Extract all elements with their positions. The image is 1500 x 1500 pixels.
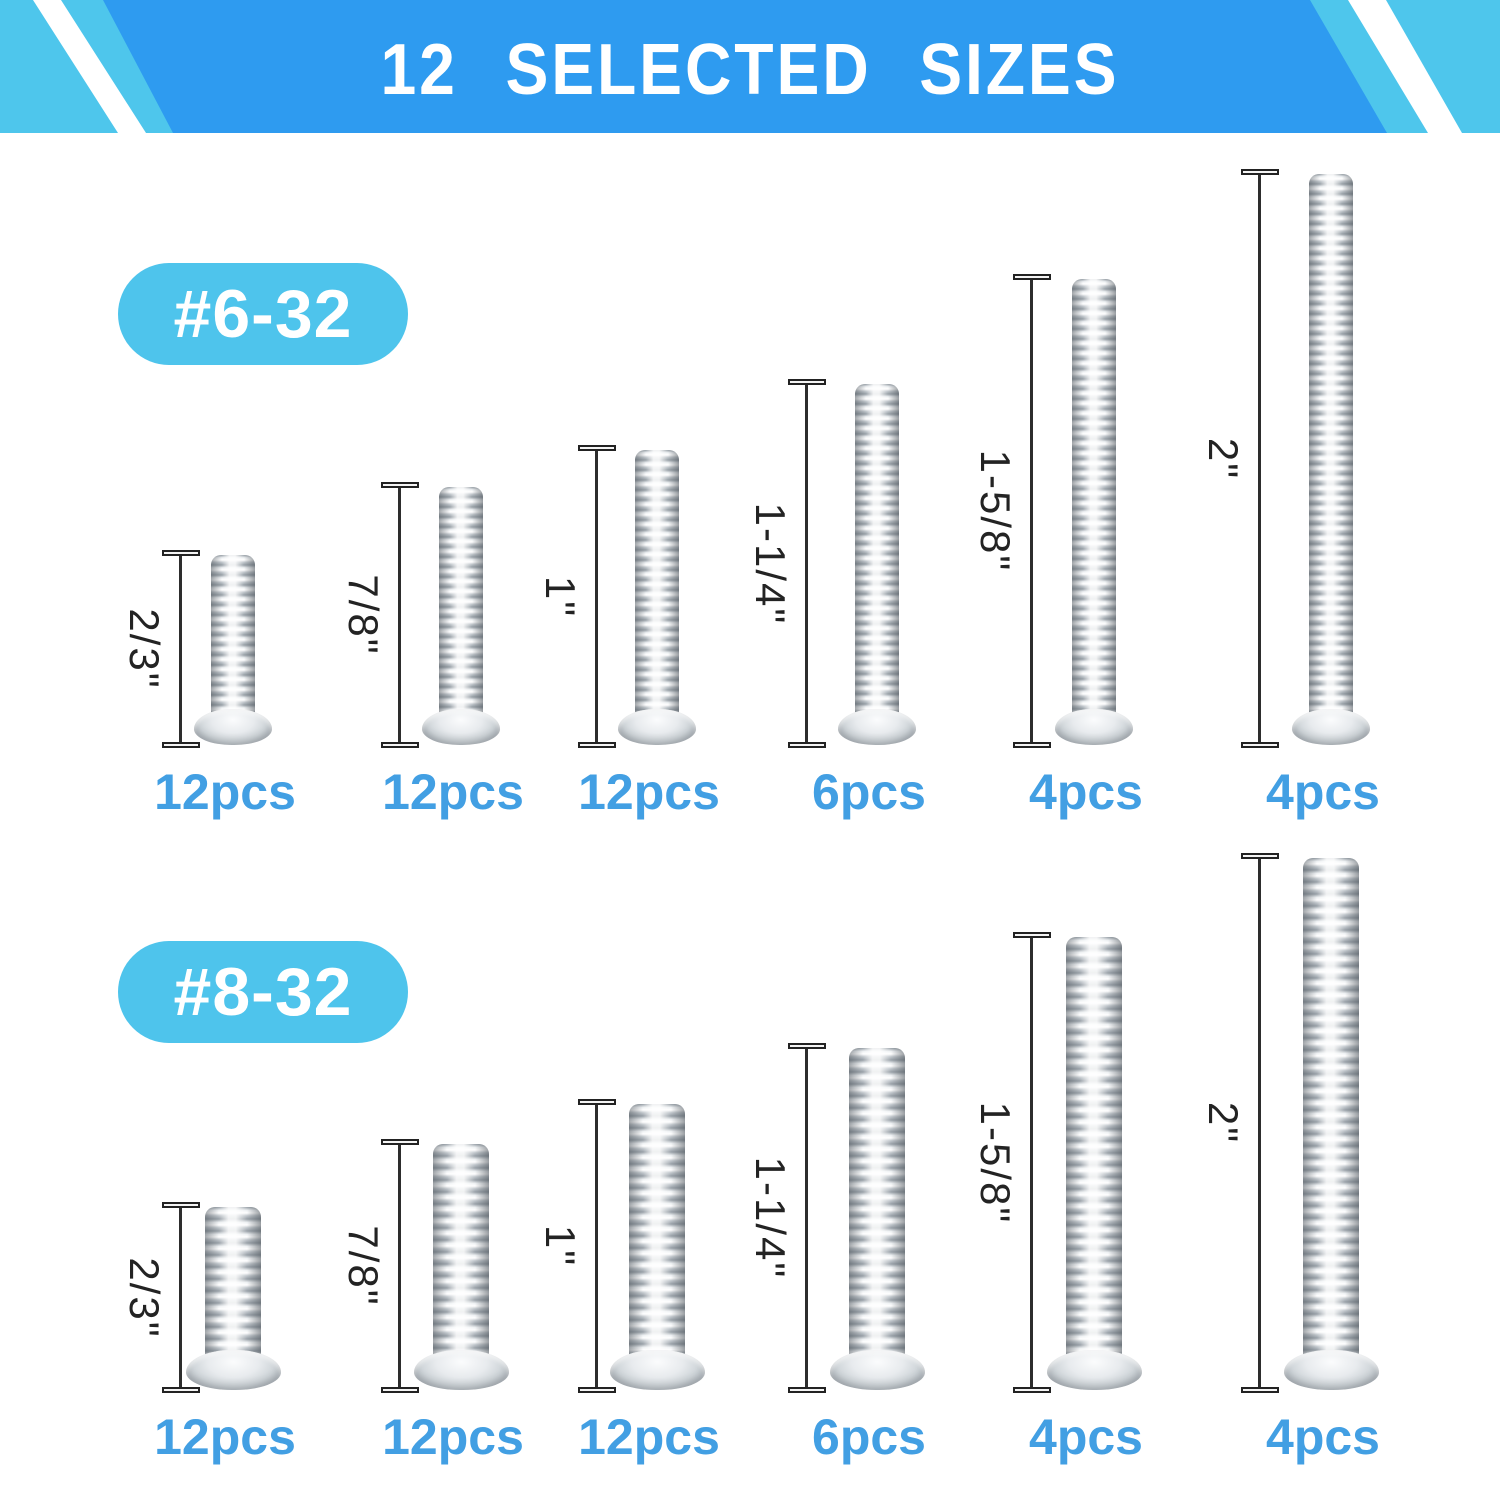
measure-cap-bottom [381, 1387, 419, 1393]
count-label: 4pcs [1266, 1409, 1380, 1465]
measure-cap-top [788, 379, 826, 385]
screw-shaft [635, 450, 679, 717]
measure-cap-bottom [162, 742, 200, 748]
screw-shaft [433, 1144, 489, 1358]
count-label: 12pcs [578, 764, 720, 820]
banner-center-panel [103, 0, 1387, 133]
screw-shaft [1072, 279, 1116, 717]
measure-cap-bottom [1013, 1387, 1051, 1393]
measure-line [398, 485, 401, 745]
count-label: 6pcs [812, 1409, 926, 1465]
count-label: 12pcs [382, 1409, 524, 1465]
screw-shaft [629, 1104, 685, 1358]
screw-head [194, 709, 272, 745]
screw-head [829, 1350, 925, 1390]
screw-shaft [211, 555, 255, 717]
banner-stripe-left [33, 0, 146, 133]
measure-line [1258, 172, 1261, 745]
measure-cap-bottom [162, 1387, 200, 1393]
measure-cap-top [162, 550, 200, 556]
measure-cap-top [1013, 274, 1051, 280]
count-label: 12pcs [154, 764, 296, 820]
count-label: 12pcs [578, 1409, 720, 1465]
measure-line [1258, 856, 1261, 1390]
measure-cap-bottom [1013, 742, 1051, 748]
page-title: 12 SELECTED SIZES [380, 29, 1120, 111]
screw-head [422, 709, 500, 745]
measure-line [398, 1142, 401, 1390]
measure-cap-top [578, 445, 616, 451]
measure-cap-top [1241, 169, 1279, 175]
measure-cap-top [381, 482, 419, 488]
size-label: 2" [1200, 1101, 1247, 1145]
measure-line [1030, 277, 1033, 745]
count-label: 4pcs [1029, 1409, 1143, 1465]
screw-shaft [855, 384, 899, 717]
count-label: 6pcs [812, 764, 926, 820]
measure-cap-top [162, 1202, 200, 1208]
screw-head [413, 1350, 509, 1390]
measure-line [595, 448, 598, 745]
screw-head [1292, 709, 1370, 745]
measure-line [1030, 935, 1033, 1390]
count-label: 4pcs [1266, 764, 1380, 820]
measure-cap-bottom [381, 742, 419, 748]
screw-shaft [849, 1048, 905, 1358]
screw-head [609, 1350, 705, 1390]
screw-shaft [1309, 174, 1353, 717]
measure-line [595, 1102, 598, 1390]
screw-head [1046, 1350, 1142, 1390]
measure-line [179, 1205, 182, 1390]
measure-cap-bottom [1241, 1387, 1279, 1393]
screw-shaft [1066, 937, 1122, 1358]
screw-shaft [1303, 858, 1359, 1358]
screw-head [1055, 709, 1133, 745]
screw-head [838, 709, 916, 745]
count-label: 12pcs [382, 764, 524, 820]
screw-head [1283, 1350, 1379, 1390]
screw-shaft [205, 1207, 261, 1358]
measure-cap-bottom [788, 1387, 826, 1393]
measure-cap-bottom [578, 1387, 616, 1393]
measure-cap-top [578, 1099, 616, 1105]
banner-stripe-right [1348, 0, 1462, 133]
count-label: 4pcs [1029, 764, 1143, 820]
measure-cap-top [788, 1043, 826, 1049]
measure-line [805, 382, 808, 745]
measure-cap-top [1241, 853, 1279, 859]
measure-line [179, 553, 182, 745]
group-badge: #8-32 [118, 941, 408, 1043]
screw-shaft [439, 487, 483, 717]
screw-head [618, 709, 696, 745]
screw-head [185, 1350, 281, 1390]
measure-line [805, 1046, 808, 1390]
measure-cap-bottom [788, 742, 826, 748]
measure-cap-top [381, 1139, 419, 1145]
group-badge: #6-32 [118, 263, 408, 365]
count-label: 12pcs [154, 1409, 296, 1465]
measure-cap-bottom [1241, 742, 1279, 748]
banner-graphic [0, 0, 1500, 133]
header-banner: 12 SELECTED SIZES [0, 0, 1500, 133]
measure-cap-top [1013, 932, 1051, 938]
measure-cap-bottom [578, 742, 616, 748]
